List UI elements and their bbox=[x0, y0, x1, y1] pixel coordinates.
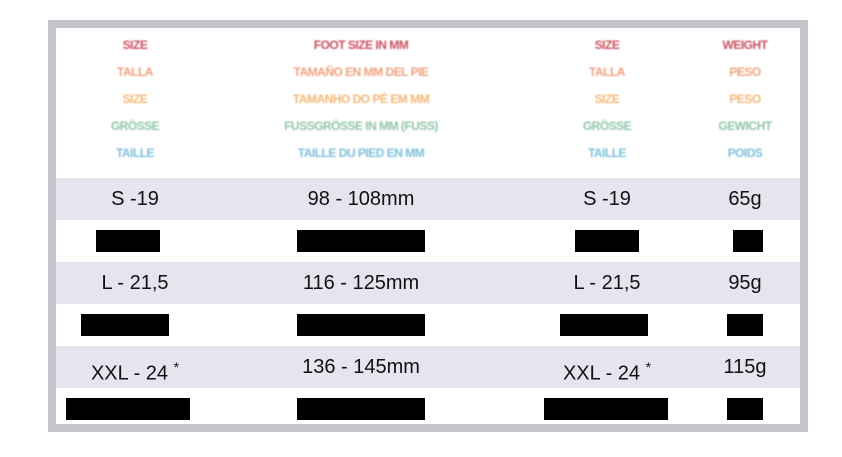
redaction-block bbox=[297, 398, 425, 420]
header-label: SIZE bbox=[122, 38, 148, 52]
header-label: TAMAÑO EN MM DEL PIE bbox=[293, 65, 429, 79]
redaction-block bbox=[727, 398, 763, 420]
footnote-mark: * bbox=[645, 359, 652, 375]
table-row: L - 21,5 116 - 125mm L - 21,5 95g bbox=[56, 262, 800, 304]
header-size: SIZE TALLA SIZE GRÖSSE TAILLE bbox=[110, 32, 160, 167]
header-weight: WEIGHT PESO PESO GEWICHT POIDS bbox=[718, 32, 772, 167]
size-chart: SIZE TALLA SIZE GRÖSSE TAILLE FOOT SIZE … bbox=[48, 20, 808, 432]
redaction-block bbox=[727, 314, 763, 336]
redaction-block bbox=[575, 230, 639, 252]
header-label: FOOT SIZE IN MM bbox=[313, 38, 409, 52]
header-label: FUSSGRÖSSE IN MM (FUSS) bbox=[284, 119, 438, 133]
header-label: PESO bbox=[729, 65, 761, 79]
header-label: TALLA bbox=[589, 65, 625, 79]
header-label: TALLA bbox=[117, 65, 153, 79]
size-text: XXL - 24 bbox=[90, 362, 169, 385]
table-row: XXL - 24 * 136 - 145mm XXL - 24 * 115g bbox=[56, 346, 800, 388]
redacted-row bbox=[56, 388, 800, 430]
weight-cell: 95g bbox=[728, 272, 762, 294]
header-label: TAMANHO DO PÉ EM MM bbox=[292, 92, 430, 106]
redaction-block bbox=[560, 314, 648, 336]
redaction-block bbox=[297, 230, 425, 252]
foot-size-cell: 136 - 145mm bbox=[302, 356, 420, 378]
size-cell: L - 21,5 bbox=[573, 272, 641, 294]
size-cell: XXL - 24 * bbox=[563, 346, 651, 395]
header-label: SIZE bbox=[594, 92, 620, 106]
redaction-block bbox=[96, 230, 160, 252]
footnote-mark: * bbox=[173, 359, 180, 375]
size-cell: L - 21,5 bbox=[101, 272, 169, 294]
redacted-row bbox=[56, 220, 800, 262]
weight-cell: 65g bbox=[728, 188, 762, 210]
header-label: SIZE bbox=[594, 38, 620, 52]
redaction-block bbox=[733, 230, 763, 252]
header-label: GRÖSSE bbox=[110, 119, 160, 133]
foot-size-cell: 116 - 125mm bbox=[302, 272, 420, 294]
header-label: PESO bbox=[729, 92, 761, 106]
header-label: SIZE bbox=[122, 92, 148, 106]
header-label: GEWICHT bbox=[718, 119, 772, 133]
weight-cell: 115g bbox=[723, 356, 767, 378]
size-text: XXL - 24 bbox=[562, 362, 641, 385]
header-foot-size: FOOT SIZE IN MM TAMAÑO EN MM DEL PIE TAM… bbox=[284, 32, 438, 167]
header-label: GRÖSSE bbox=[582, 119, 632, 133]
size-cell: S -19 bbox=[583, 188, 631, 210]
header-label: TAILLE DU PIED EN MM bbox=[297, 146, 425, 160]
table-header: SIZE TALLA SIZE GRÖSSE TAILLE FOOT SIZE … bbox=[56, 32, 800, 174]
size-cell: S -19 bbox=[111, 188, 159, 210]
header-label: TAILLE bbox=[115, 146, 155, 160]
table-row: S -19 98 - 108mm S -19 65g bbox=[56, 178, 800, 220]
header-size-2: SIZE TALLA SIZE GRÖSSE TAILLE bbox=[582, 32, 632, 167]
header-label: WEIGHT bbox=[722, 38, 768, 52]
redaction-block bbox=[81, 314, 169, 336]
header-label: TAILLE bbox=[587, 146, 627, 160]
foot-size-cell: 98 - 108mm bbox=[307, 188, 415, 210]
header-label: POIDS bbox=[727, 146, 763, 160]
redacted-row bbox=[56, 304, 800, 346]
redaction-block bbox=[297, 314, 425, 336]
redaction-block bbox=[66, 398, 190, 420]
size-cell: XXL - 24 * bbox=[91, 346, 179, 395]
redaction-block bbox=[544, 398, 668, 420]
